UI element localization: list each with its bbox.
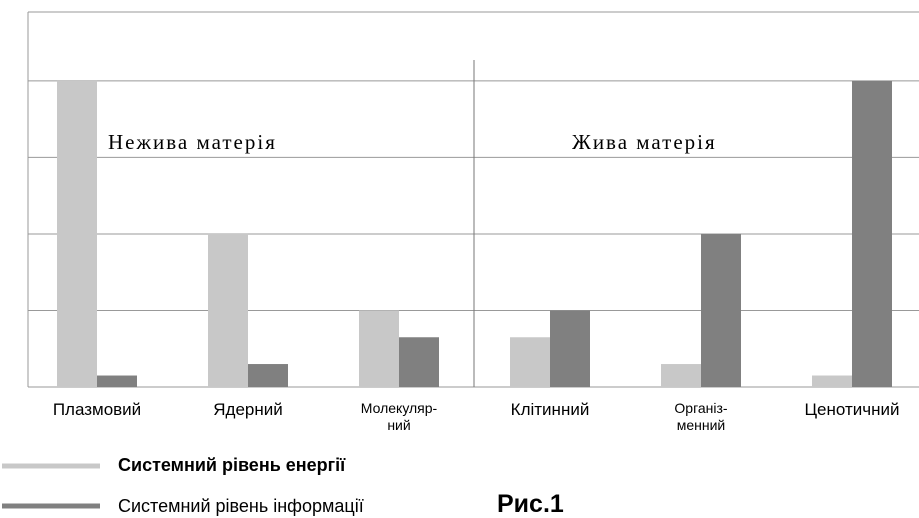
bar [812,375,852,387]
bar [550,310,590,387]
x-tick-label: Ценотичний [804,400,900,419]
bar [510,337,550,387]
x-tick-label: Ядерний [213,400,283,419]
x-tick-label: Плазмовий [52,400,142,419]
bar [97,375,137,387]
x-tick-label: Молекуляр- ний [360,400,438,433]
bar [661,364,701,387]
bar [248,364,288,387]
x-tick-label: Організ- менний [674,400,728,433]
bar [701,233,741,387]
x-tick-label: Клітинний [510,400,590,419]
legend-label: Системний рівень інформації [118,496,364,516]
caption: Рис.1 [497,490,564,518]
annotation: Нежива матерія [108,130,277,154]
legend-label: Системний рівень енергії [118,455,346,475]
bar [399,337,439,387]
bar [359,310,399,387]
bar [852,80,892,387]
bar [57,80,97,387]
annotation: Жива матерія [572,130,717,154]
bar [208,233,248,387]
